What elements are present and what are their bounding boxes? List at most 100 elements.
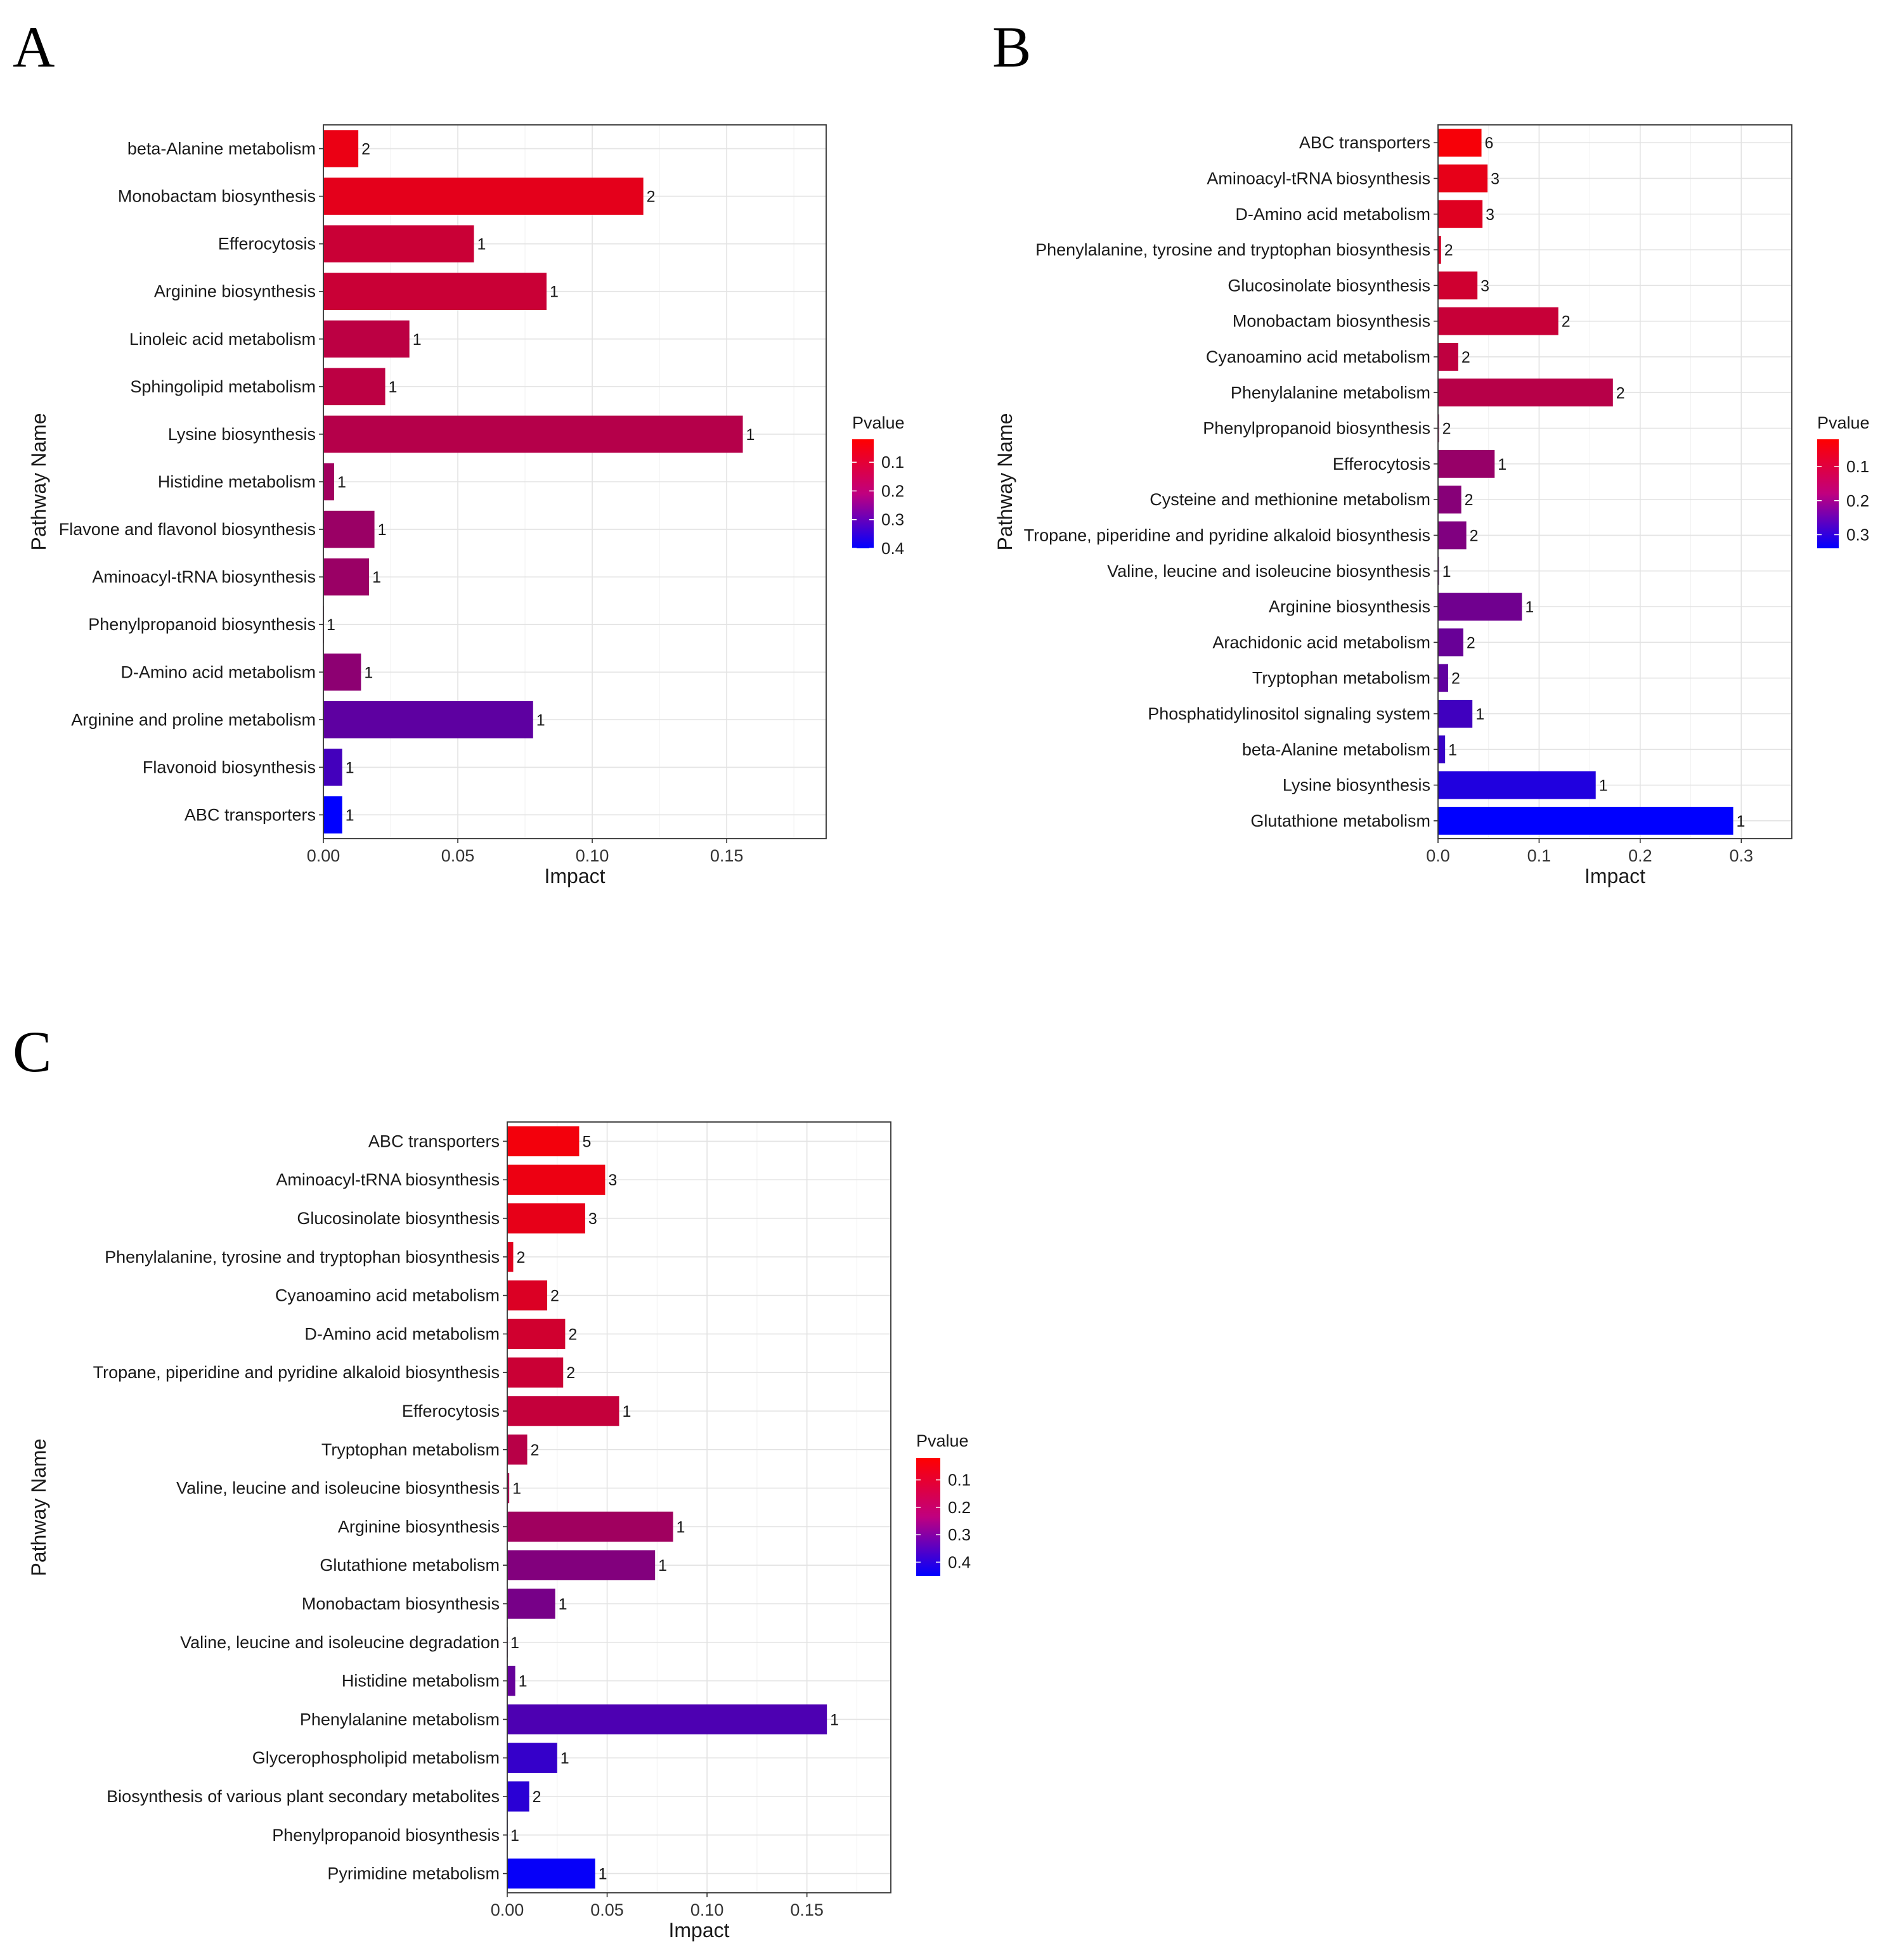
bar-count-label: 1	[560, 1750, 569, 1767]
category-label: ABC transporters	[185, 805, 316, 824]
category-label: Phenylpropanoid biosynthesis	[88, 615, 316, 634]
category-label: Phosphatidylinositol signaling system	[1148, 704, 1430, 723]
bar	[507, 1743, 557, 1773]
bar	[507, 1318, 566, 1350]
legend-tick-label: 0.3	[1846, 525, 1869, 545]
category-label: Valine, leucine and isoleucine biosynthe…	[176, 1479, 500, 1498]
bar-count-label: 5	[582, 1133, 591, 1151]
bar	[1438, 129, 1482, 157]
bar	[1438, 236, 1441, 264]
bar	[507, 1665, 515, 1696]
category-label: Valine, leucine and isoleucine degradati…	[180, 1633, 500, 1652]
x-tick-label: 0.15	[790, 1900, 824, 1919]
bar	[323, 558, 370, 596]
x-tick-label: 0.3	[1730, 846, 1754, 865]
bar	[1438, 342, 1458, 371]
bar-count-label: 1	[327, 616, 335, 634]
bar-count-label: 2	[566, 1364, 575, 1382]
bar-count-label: 1	[512, 1480, 521, 1498]
bar	[323, 510, 375, 548]
category-label: Arginine and proline metabolism	[71, 710, 316, 729]
bar	[507, 1473, 510, 1504]
bar	[507, 1280, 548, 1311]
legend-tick-label: 0.2	[1846, 491, 1869, 510]
bar	[323, 130, 359, 167]
bar-count-label: 1	[1498, 456, 1506, 474]
x-tick-label: 0.05	[441, 846, 475, 865]
category-label: Lysine biosynthesis	[168, 425, 316, 444]
category-label: Arginine biosynthesis	[1269, 597, 1430, 616]
legend-colorbar	[852, 439, 874, 548]
bar-count-label: 1	[622, 1403, 631, 1421]
category-label: Aminoacyl-tRNA biosynthesis	[92, 567, 316, 586]
category-label: Arginine biosynthesis	[154, 282, 316, 301]
category-label: Glutathione metabolism	[320, 1556, 500, 1575]
category-label: Biosynthesis of various plant secondary …	[107, 1787, 500, 1806]
category-label: Tryptophan metabolism	[321, 1440, 500, 1459]
category-label: beta-Alanine metabolism	[127, 139, 316, 158]
bar	[507, 1781, 529, 1812]
x-tick-label: 0.10	[690, 1900, 724, 1919]
bar-count-label: 1	[378, 521, 387, 539]
category-label: Phenylalanine, tyrosine and tryptophan b…	[1035, 240, 1430, 259]
panel-a: 2 beta-Alanine metabolism 2 Monobactam bios…	[27, 124, 905, 887]
x-tick-label: 0.00	[307, 846, 340, 865]
category-label: Efferocytosis	[218, 235, 316, 254]
category-label: Monobactam biosynthesis	[302, 1594, 500, 1613]
legend-tick-label: 0.3	[881, 510, 904, 529]
bar-count-label: 1	[1448, 741, 1457, 759]
x-axis-title: Impact	[668, 1919, 729, 1942]
bar-count-label: 2	[1470, 527, 1479, 545]
bar-count-label: 2	[516, 1249, 525, 1267]
bar	[323, 701, 533, 738]
category-label: Phenylalanine, tyrosine and tryptophan b…	[105, 1248, 500, 1267]
bar-count-label: 2	[361, 141, 370, 158]
category-label: Linoleic acid metabolism	[129, 330, 316, 349]
y-axis-title: Pathway Name	[27, 1439, 50, 1576]
panel-letter-b: B	[992, 15, 1031, 79]
bar	[323, 796, 342, 834]
bar-count-label: 2	[568, 1325, 577, 1343]
bar-count-label: 2	[1444, 242, 1453, 259]
category-label: Histidine metabolism	[158, 472, 316, 491]
legend-tick-label: 0.1	[948, 1471, 971, 1490]
bar	[1438, 486, 1461, 514]
bar	[1438, 699, 1473, 728]
x-tick-label: 0.10	[576, 846, 609, 865]
plot-border	[507, 1121, 891, 1893]
bar	[323, 463, 334, 501]
category-label: Tryptophan metabolism	[1252, 669, 1430, 688]
bar-count-label: 2	[1562, 313, 1571, 331]
y-axis-title: Pathway Name	[994, 413, 1016, 551]
category-label: Monobactam biosynthesis	[118, 187, 316, 206]
category-label: Efferocytosis	[1333, 455, 1430, 474]
category-label: Aminoacyl-tRNA biosynthesis	[1207, 169, 1430, 188]
category-label: Efferocytosis	[402, 1402, 500, 1421]
bar	[507, 1203, 585, 1234]
legend-title: Pvalue	[852, 413, 905, 432]
bar	[507, 1550, 656, 1580]
bar	[507, 1164, 606, 1195]
bar-count-label: 3	[608, 1171, 617, 1189]
bar	[1438, 200, 1483, 228]
bar-count-label: 1	[746, 426, 755, 444]
legend-title: Pvalue	[1817, 413, 1870, 432]
bar	[507, 1589, 555, 1619]
bar-count-label: 2	[1465, 491, 1474, 509]
category-label: Phenylpropanoid biosynthesis	[1203, 419, 1430, 438]
panel-b: 6 ABC transporters 3 Aminoacyl-tRNA biosynt…	[994, 124, 1870, 887]
bar-count-label: 1	[1599, 777, 1608, 795]
bar-count-label: 1	[1525, 598, 1534, 616]
category-label: Valine, leucine and isoleucine biosynthe…	[1107, 562, 1430, 581]
legend-tick-label: 0.1	[881, 453, 904, 472]
bar-count-label: 2	[1442, 420, 1451, 438]
legend-tick-label: 0.4	[948, 1552, 971, 1571]
x-tick-label: 0.0	[1426, 846, 1450, 865]
bar	[323, 177, 644, 215]
bar-count-label: 1	[559, 1596, 567, 1613]
category-label: ABC transporters	[1299, 133, 1430, 152]
bar-count-label: 1	[1442, 563, 1451, 581]
x-tick-label: 0.15	[710, 846, 744, 865]
bar-count-label: 1	[346, 806, 354, 824]
bar-count-label: 2	[647, 188, 656, 206]
